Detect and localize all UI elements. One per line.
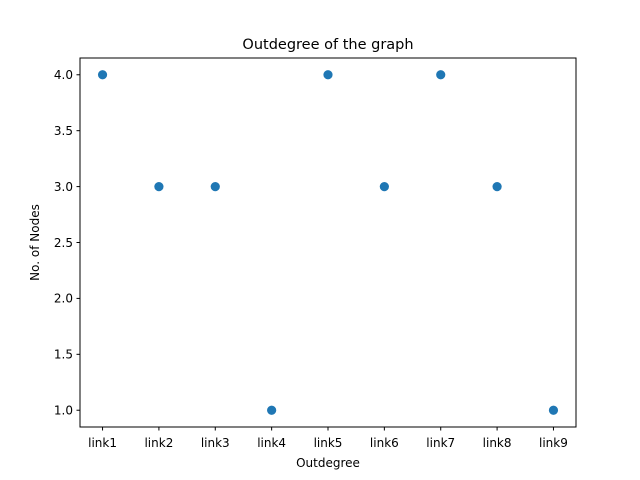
data-point: [492, 181, 502, 192]
x-tick-label: link2: [144, 436, 173, 450]
y-tick-label: 2.5: [54, 236, 73, 250]
data-point: [154, 181, 164, 192]
data-point: [267, 405, 277, 415]
y-axis: 1.0 1.5 2.0 2.5 3.0 3.5 4.0: [54, 68, 80, 418]
y-tick-label: 1.5: [54, 348, 73, 362]
data-point: [323, 70, 333, 80]
chart-title: Outdegree of the graph: [242, 37, 413, 53]
x-tick-label: link7: [426, 436, 455, 450]
y-tick-label: 3.0: [54, 180, 73, 194]
x-tick-label: link8: [483, 436, 512, 450]
plot-area-frame: [79, 57, 577, 428]
x-axis-title: Outdegree: [296, 456, 360, 470]
x-tick-label: link5: [314, 436, 343, 450]
x-tick-label: link4: [257, 436, 286, 450]
data-points: [97, 70, 559, 415]
x-tick-label: link3: [201, 436, 230, 450]
data-point: [210, 181, 220, 192]
data-point: [436, 70, 446, 80]
x-tick-label: link9: [539, 436, 568, 450]
y-tick-label: 2.0: [54, 292, 73, 306]
x-axis: link1 link2 link3 link4 link5 link6 link7 link8…: [88, 427, 568, 450]
y-tick-label: 3.5: [54, 124, 73, 138]
data-point: [548, 405, 559, 415]
data-point: [97, 70, 108, 80]
y-tick-label: 4.0: [54, 68, 73, 82]
y-axis-title: No. of Nodes: [28, 204, 42, 281]
data-point: [379, 181, 389, 192]
y-tick-label: 1.0: [54, 404, 73, 418]
x-tick-label: link1: [88, 436, 117, 450]
x-tick-label: link6: [370, 436, 399, 450]
